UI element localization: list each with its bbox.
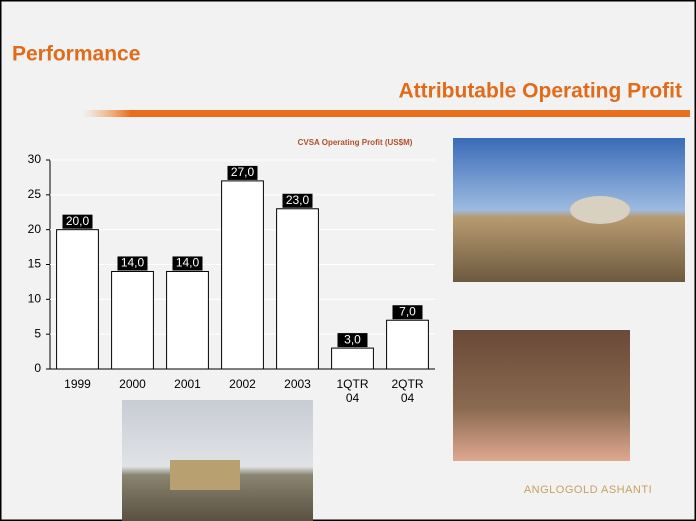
slide-title: Performance bbox=[12, 43, 140, 66]
y-tick-label: 10 bbox=[28, 292, 42, 306]
y-tick-label: 30 bbox=[28, 152, 42, 166]
y-tick-label: 0 bbox=[34, 361, 41, 375]
bar bbox=[386, 319, 429, 370]
x-tick-label: 1QTR 04 bbox=[336, 377, 369, 405]
slide-subtitle: Attributable Operating Profit bbox=[399, 80, 683, 103]
y-tick-label: 20 bbox=[28, 222, 42, 236]
x-tick-label: 2002 bbox=[229, 377, 256, 391]
value-label-bg bbox=[172, 256, 203, 271]
y-tick-label: 25 bbox=[28, 187, 42, 201]
value-label-bg bbox=[392, 305, 423, 320]
x-tick-label: 2QTR 04 bbox=[391, 377, 424, 405]
y-tick-label: 15 bbox=[28, 257, 42, 271]
bar bbox=[221, 180, 264, 370]
value-label-bg bbox=[117, 256, 148, 271]
bar bbox=[56, 229, 99, 370]
value-label: 7,0 bbox=[399, 304, 416, 318]
value-label: 14,0 bbox=[176, 256, 200, 270]
x-tick-label: 1999 bbox=[64, 377, 91, 391]
value-label-bg bbox=[227, 165, 258, 180]
photo bbox=[453, 330, 630, 461]
value-label: 27,0 bbox=[231, 165, 255, 179]
value-label-bg bbox=[62, 214, 93, 229]
value-label-bg bbox=[337, 333, 368, 348]
photo-detail bbox=[170, 460, 240, 490]
bar bbox=[166, 270, 209, 370]
value-label: 20,0 bbox=[66, 214, 90, 228]
logo: ANGLOGOLD ASHANTI bbox=[524, 484, 652, 496]
x-tick-label: 2001 bbox=[174, 377, 201, 391]
bar bbox=[276, 208, 319, 370]
x-tick-label: 2003 bbox=[284, 377, 311, 391]
chart-title: CVSA Operating Profit (US$M) bbox=[298, 138, 413, 147]
value-label: 23,0 bbox=[286, 193, 310, 207]
x-tick-label: 2000 bbox=[119, 377, 146, 391]
bar bbox=[331, 347, 374, 370]
y-tick-label: 5 bbox=[34, 326, 41, 340]
bar bbox=[111, 270, 154, 370]
photo-detail bbox=[570, 196, 630, 224]
value-label: 14,0 bbox=[121, 256, 145, 270]
photo bbox=[453, 138, 685, 282]
value-label: 3,0 bbox=[344, 332, 361, 346]
title-rule bbox=[82, 110, 690, 117]
value-label-bg bbox=[282, 193, 313, 208]
